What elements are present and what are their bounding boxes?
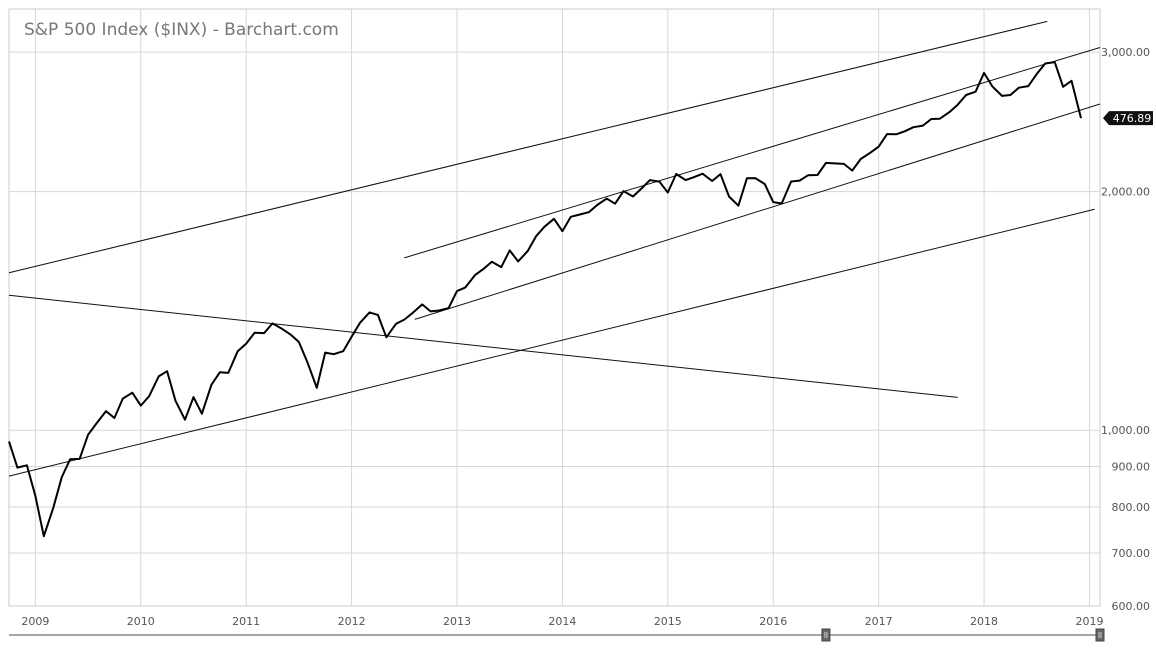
last-value-label: 476.89	[1113, 112, 1152, 125]
y-axis: 600.00 700.00 800.00 900.00 1,000.00 2,000.00…	[1101, 46, 1150, 613]
y-tick-label: 700.00	[1112, 547, 1151, 560]
trend-line	[414, 103, 1101, 320]
x-axis: 2009 2010 2011 2012 2013 2014 2015 2016 2017 2018…	[21, 615, 1103, 628]
x-tick-label: 2018	[970, 615, 998, 628]
x-tick-label: 2013	[443, 615, 471, 628]
y-tick-label: 1,000.00	[1101, 424, 1150, 437]
x-tick-label: 2012	[338, 615, 366, 628]
y-tick-label: 800.00	[1112, 501, 1151, 514]
scrollbar-handle-body[interactable]	[1095, 628, 1105, 642]
last-value-badge: 476.89	[1103, 111, 1153, 126]
price-series	[8, 61, 1082, 538]
y-tick-label: 900.00	[1112, 460, 1151, 473]
y-tick-label: 2,000.00	[1101, 186, 1150, 199]
x-tick-label: 2010	[127, 615, 155, 628]
scrollbar-handle[interactable]	[1095, 628, 1105, 642]
x-tick-label: 2017	[865, 615, 893, 628]
trend-line	[8, 20, 1048, 274]
x-tick-label: 2019	[1075, 615, 1103, 628]
x-tick-label: 2014	[548, 615, 576, 628]
trend-line	[8, 294, 958, 398]
series-line	[8, 61, 1082, 538]
grid	[9, 9, 1100, 607]
trend-line	[404, 47, 1101, 259]
plot-frame	[8, 8, 1101, 607]
chart-title: S&P 500 Index ($INX) - Barchart.com	[24, 20, 339, 40]
scrollbar-handle-body[interactable]	[821, 628, 831, 642]
trend-lines	[8, 20, 1101, 477]
trend-line	[8, 208, 1095, 477]
x-tick-label: 2011	[232, 615, 260, 628]
y-tick-label: 3,000.00	[1101, 46, 1150, 59]
time-scrollbar[interactable]	[9, 628, 1105, 642]
x-tick-label: 2015	[654, 615, 682, 628]
y-tick-label: 600.00	[1112, 600, 1151, 613]
x-tick-label: 2009	[21, 615, 49, 628]
scrollbar-handle[interactable]	[821, 628, 831, 642]
x-tick-label: 2016	[759, 615, 787, 628]
last-value-badge-bg	[1103, 111, 1153, 126]
